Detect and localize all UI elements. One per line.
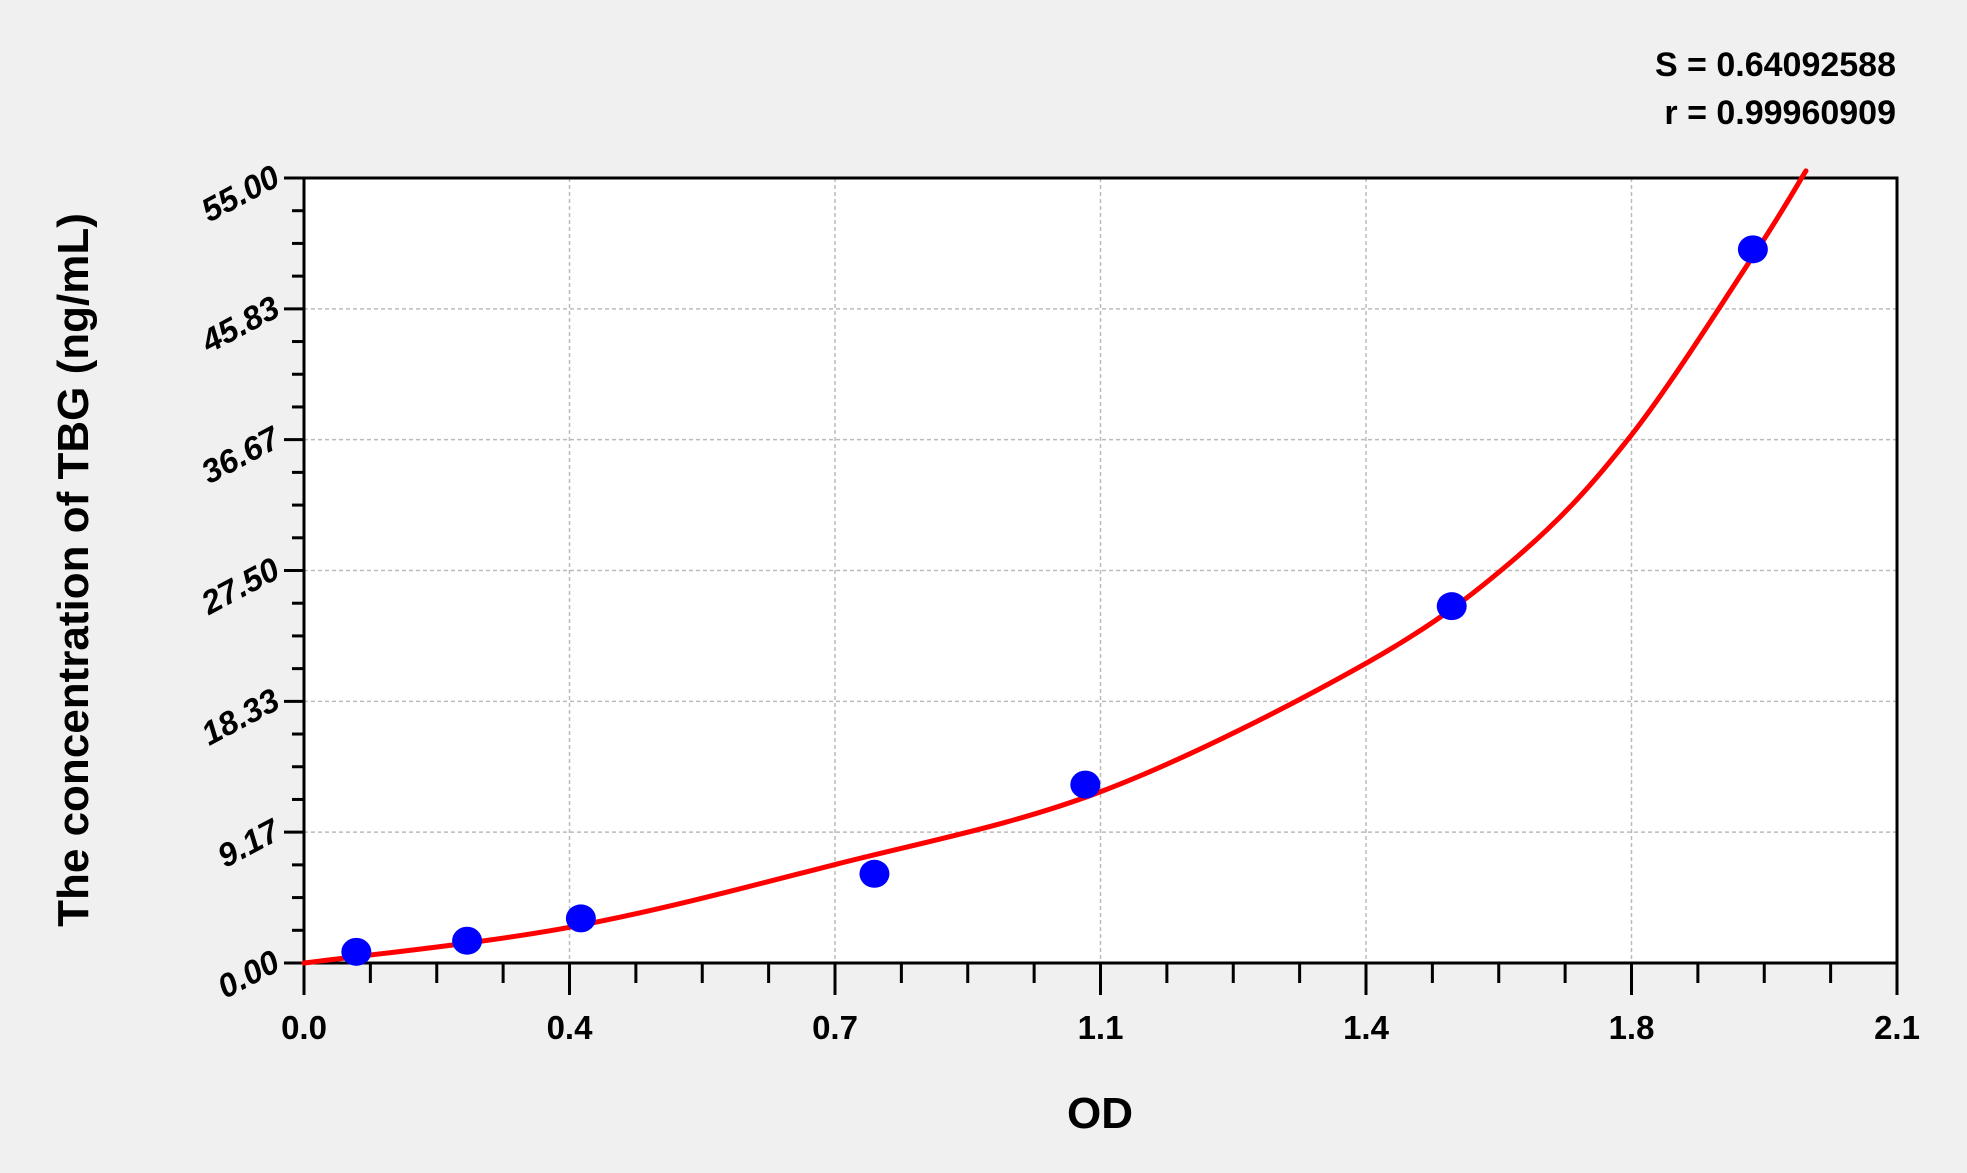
grid-lines: [304, 178, 1897, 963]
data-point: [1737, 235, 1768, 264]
x-tick-labels: 0.0 0.4 0.7 1.1 1.4 1.8 2.1: [281, 1009, 1920, 1046]
y-tick-label: 9.17: [211, 811, 287, 875]
y-tick-label: 36.67: [195, 418, 287, 490]
x-tick-label: 1.8: [1609, 1009, 1655, 1046]
y-tick-label: 0.00: [211, 942, 286, 1005]
y-tick-label: 55.00: [195, 157, 286, 229]
y-tick-label: 27.50: [194, 550, 286, 622]
x-tick-label: 1.1: [1078, 1009, 1124, 1046]
data-points: [341, 235, 1768, 966]
fit-curve: [301, 168, 1809, 966]
data-point: [859, 859, 890, 888]
y-tick-label: 18.33: [195, 681, 285, 752]
x-tick-label: 0.7: [812, 1009, 858, 1046]
data-point: [1436, 592, 1467, 621]
data-point: [452, 926, 483, 955]
y-tick-label: 45.83: [194, 288, 285, 360]
data-point: [565, 904, 596, 933]
y-tick-labels: 0.00 9.17 18.33 27.50 36.67 45.83 55.00: [194, 157, 287, 1005]
x-tick-label: 0.4: [547, 1009, 594, 1046]
x-axis-title: OD: [1067, 1089, 1133, 1138]
x-tick-label: 1.4: [1343, 1009, 1390, 1046]
data-point: [341, 937, 372, 966]
annotation-s: S = 0.64092588: [1655, 46, 1896, 84]
x-tick-label: 0.0: [281, 1009, 327, 1046]
x-tick-label: 2.1: [1874, 1009, 1920, 1046]
y-axis-title: The concentration of TBG (ng/mL): [49, 213, 98, 927]
axis-ticks: [284, 176, 1899, 995]
annotation-r: r = 0.99960909: [1664, 94, 1896, 132]
plot-frame: [302, 176, 1899, 965]
data-point: [1070, 770, 1101, 799]
